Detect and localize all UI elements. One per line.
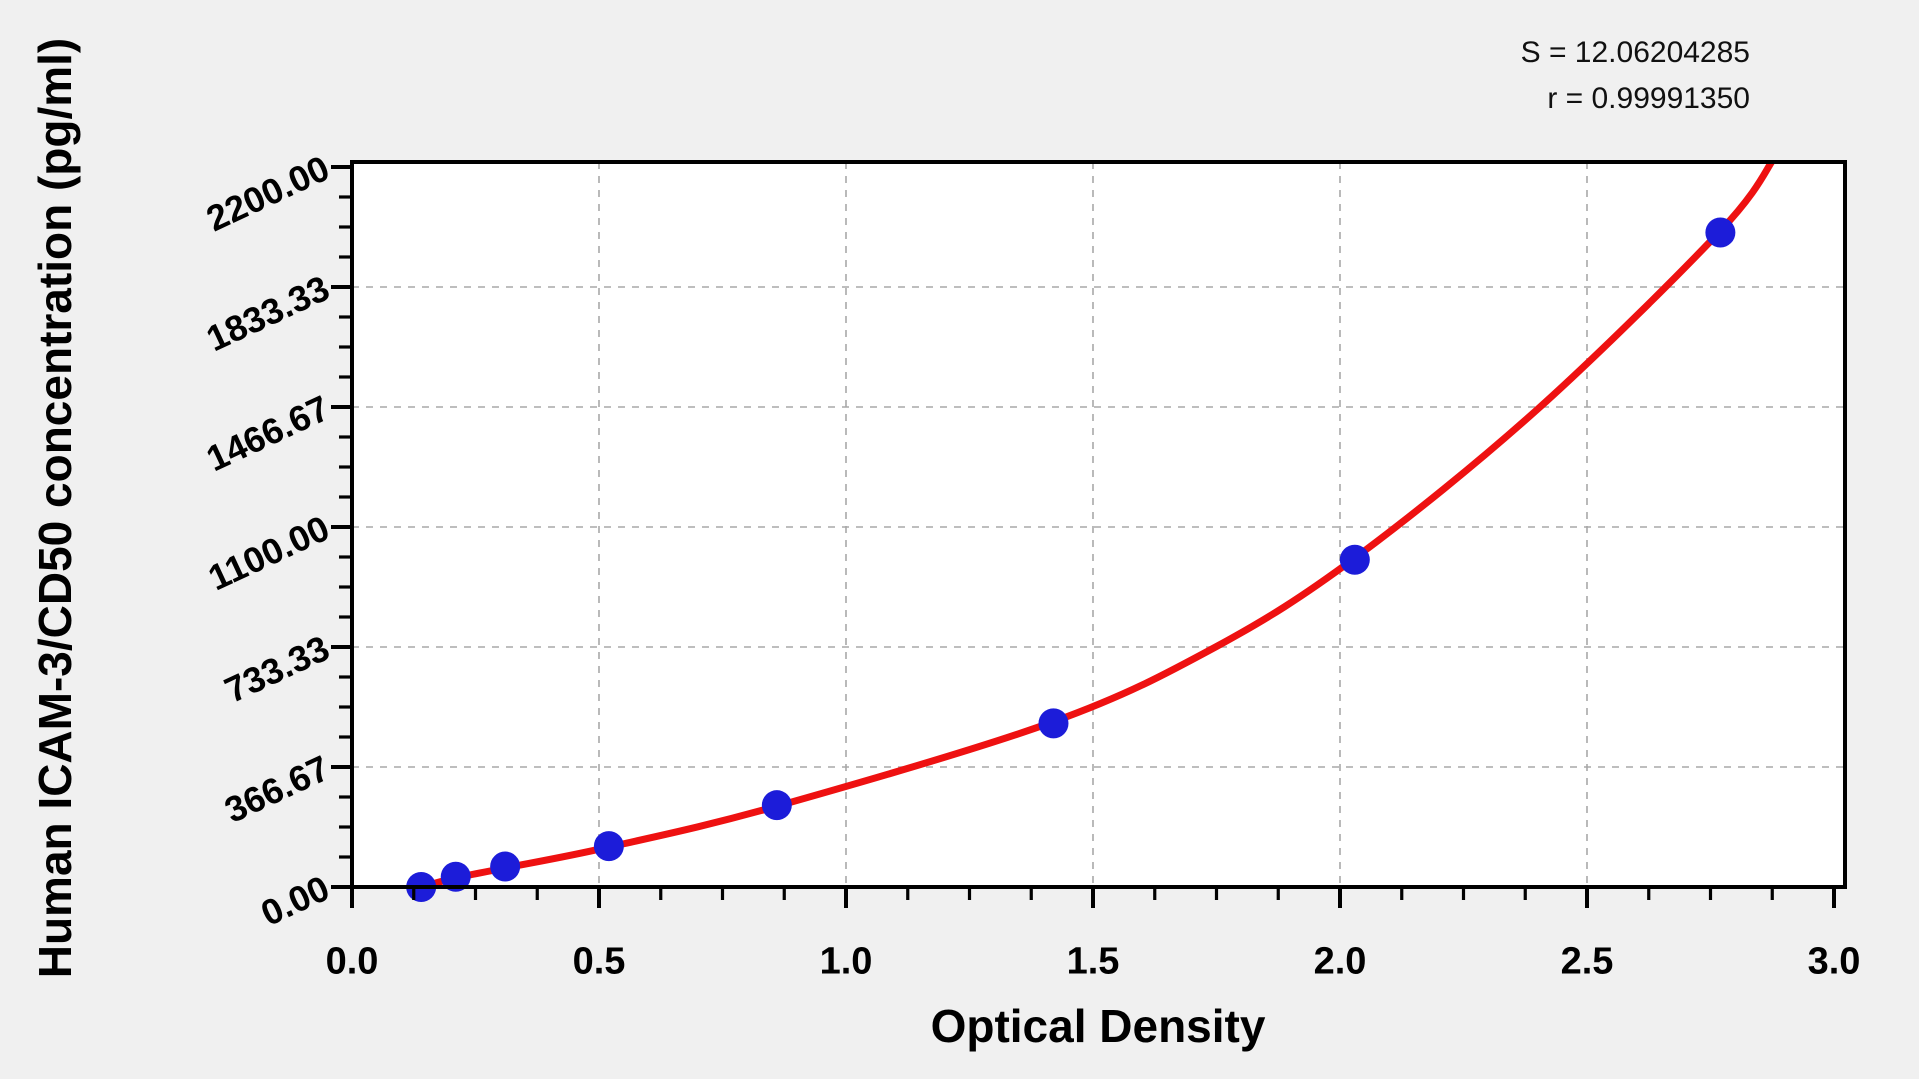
data-point <box>490 851 521 882</box>
x-tick-label: 1.5 <box>1067 940 1120 982</box>
x-tick-label: 2.5 <box>1561 940 1614 982</box>
data-point <box>1339 544 1370 575</box>
y-tick-label: 366.67 <box>218 747 335 831</box>
data-point <box>593 831 624 862</box>
data-point <box>1038 708 1069 739</box>
data-point <box>761 790 792 821</box>
data-point <box>440 861 471 892</box>
x-tick-label: 3.0 <box>1808 940 1861 982</box>
y-tick-label: 0.00 <box>255 867 336 934</box>
y-tick-label: 733.33 <box>218 627 335 711</box>
data-point <box>1705 217 1736 248</box>
x-axis-title: Optical Density <box>930 1000 1266 1052</box>
fit-statistics: S = 12.06204285 r = 0.99991350 <box>1521 30 1750 122</box>
plot-frame <box>350 160 1847 889</box>
stat-r-value: r = 0.99991350 <box>1547 82 1750 115</box>
x-tick-label: 0.5 <box>573 940 626 982</box>
x-tick-label: 0.0 <box>326 940 379 982</box>
stat-s-value: S = 12.06204285 <box>1520 36 1750 69</box>
y-tick-label: 1466.67 <box>200 387 335 479</box>
y-tick-label: 1833.33 <box>200 267 335 359</box>
x-tick-label: 1.0 <box>820 940 873 982</box>
y-tick-label: 2200.00 <box>200 147 335 239</box>
y-tick-label: 1100.00 <box>202 507 335 598</box>
plot-background <box>352 162 1845 887</box>
x-tick-label: 2.0 <box>1314 940 1367 982</box>
